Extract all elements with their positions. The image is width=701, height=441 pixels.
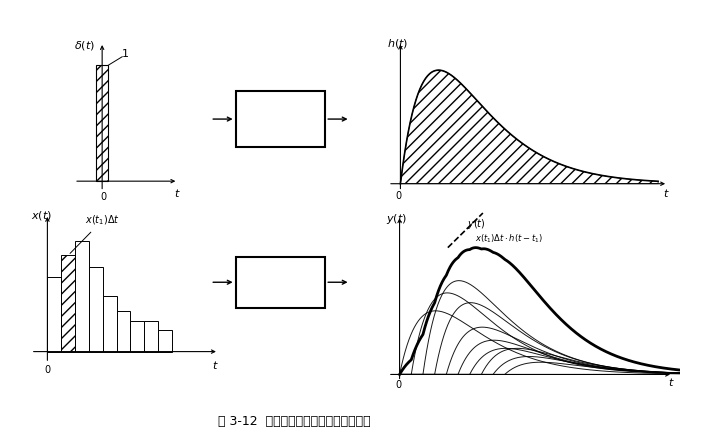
Bar [236, 257, 325, 308]
Bar [236, 91, 325, 147]
Text: $t$: $t$ [663, 187, 669, 198]
Bar [102, 296, 116, 351]
Text: $0$: $0$ [43, 363, 51, 375]
Polygon shape [400, 70, 658, 184]
Bar [61, 255, 75, 351]
Text: $x(t_1)\Delta t \cdot h(t-t_1)$: $x(t_1)\Delta t \cdot h(t-t_1)$ [475, 233, 543, 245]
Text: $\delta(t)$: $\delta(t)$ [74, 39, 95, 52]
Bar [144, 321, 158, 351]
Text: $0$: $0$ [395, 189, 403, 201]
Text: 1: 1 [122, 49, 129, 59]
Text: $h(t)$: $h(t)$ [386, 37, 408, 50]
Bar [130, 321, 144, 351]
Text: $y(t)$: $y(t)$ [468, 217, 486, 231]
Text: 图 3-12  单位脉冲响应和任意输入的响应: 图 3-12 单位脉冲响应和任意输入的响应 [218, 415, 371, 428]
Text: $t$: $t$ [212, 359, 219, 371]
Bar [116, 311, 130, 351]
Text: $t$: $t$ [175, 187, 181, 198]
Text: $0$: $0$ [100, 190, 108, 202]
Bar [75, 241, 89, 351]
Bar [158, 330, 172, 351]
Text: $x(t_1)\Delta t$: $x(t_1)\Delta t$ [70, 214, 120, 254]
Text: $y(t)$: $y(t)$ [386, 212, 407, 226]
Bar [89, 267, 102, 351]
Bar [48, 277, 61, 351]
Text: $x(t)$: $x(t)$ [31, 209, 52, 222]
Text: $t$: $t$ [668, 376, 675, 388]
Text: $0$: $0$ [395, 378, 402, 390]
Bar [96, 65, 108, 181]
